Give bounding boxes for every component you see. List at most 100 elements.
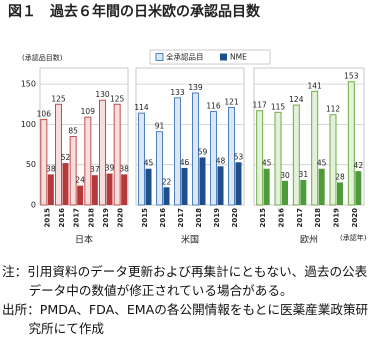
note: 注：引用資料のデータ更新および再集計にともない、過去の公表データ中の数値が修正さ… bbox=[2, 264, 368, 298]
x-tick-label: 2019 bbox=[102, 208, 110, 228]
data-label: 52 bbox=[61, 153, 71, 162]
bar bbox=[156, 131, 163, 206]
bar bbox=[311, 90, 319, 206]
y-tick-label: 50 bbox=[26, 160, 36, 169]
bar bbox=[47, 174, 54, 205]
x-tick-label: 2019 bbox=[213, 208, 221, 228]
notes: 注：引用資料のデータ更新および再集計にともない、過去の公表データ中の数値が修正さ… bbox=[2, 262, 374, 338]
x-tick-label: 2015 bbox=[141, 208, 149, 228]
bar bbox=[292, 104, 300, 206]
bar bbox=[113, 103, 121, 206]
data-label: 48 bbox=[216, 156, 226, 165]
data-label: 28 bbox=[335, 172, 345, 181]
bar bbox=[84, 116, 92, 206]
x-tick-label: 2015 bbox=[259, 208, 267, 228]
data-label: 141 bbox=[308, 81, 323, 90]
bar bbox=[300, 180, 307, 205]
data-label: 130 bbox=[95, 90, 110, 99]
panel-title: 欧州 bbox=[300, 234, 318, 246]
bar bbox=[62, 163, 69, 205]
bar bbox=[217, 166, 224, 205]
bar bbox=[121, 174, 128, 205]
bar bbox=[99, 99, 106, 206]
bar bbox=[347, 81, 355, 206]
data-label: 124 bbox=[289, 95, 304, 104]
bar bbox=[355, 171, 362, 205]
legend-frame bbox=[149, 49, 271, 65]
x-tick-label: 2020 bbox=[231, 208, 239, 228]
bar bbox=[274, 111, 282, 206]
data-label: 53 bbox=[234, 152, 244, 161]
x-tick-label: 2020 bbox=[351, 208, 359, 228]
y-axis-label: (承認品目数) bbox=[22, 53, 63, 62]
bar bbox=[192, 92, 199, 206]
data-label: 38 bbox=[119, 164, 129, 173]
bar bbox=[256, 110, 264, 206]
data-label: 121 bbox=[224, 97, 239, 106]
bar bbox=[210, 111, 217, 206]
bar bbox=[181, 167, 188, 205]
data-label: 45 bbox=[144, 159, 154, 168]
panel-title: 米国 bbox=[181, 234, 199, 246]
bar bbox=[40, 119, 48, 206]
legend-label: NME bbox=[230, 53, 247, 62]
data-label: 30 bbox=[280, 171, 290, 180]
data-label: 39 bbox=[105, 164, 115, 173]
data-label: 45 bbox=[317, 159, 327, 168]
data-label: 125 bbox=[51, 94, 66, 103]
bar bbox=[91, 175, 98, 205]
bar bbox=[77, 185, 84, 205]
data-label: 125 bbox=[110, 94, 125, 103]
x-tick-label: 2016 bbox=[278, 208, 286, 228]
data-label: 24 bbox=[75, 176, 85, 185]
legend-label: 全承認品目 bbox=[166, 52, 204, 62]
data-label: 116 bbox=[206, 102, 221, 111]
data-label: 45 bbox=[262, 159, 272, 168]
x-tick-label: 2017 bbox=[296, 208, 304, 228]
bar bbox=[145, 168, 152, 205]
legend-swatch bbox=[155, 53, 164, 61]
y-tick-label: 100 bbox=[21, 120, 36, 129]
x-tick-label: 2018 bbox=[314, 208, 322, 228]
y-tick-label: 150 bbox=[21, 80, 36, 89]
data-label: 153 bbox=[344, 72, 359, 81]
x-tick-label: 2018 bbox=[195, 208, 203, 228]
x-tick-label: 2015 bbox=[43, 208, 51, 228]
x-tick-label: 2016 bbox=[58, 208, 66, 228]
bar bbox=[235, 162, 242, 205]
data-label: 139 bbox=[188, 83, 203, 92]
data-label: 115 bbox=[271, 102, 286, 111]
bar bbox=[282, 180, 288, 205]
legend-swatch bbox=[220, 53, 227, 61]
data-label: 37 bbox=[90, 165, 100, 174]
panel-title: 日本 bbox=[75, 234, 93, 246]
chart: 図１ 過去６年間の日米欧の承認品目数 (承認品目数) (承認年) 0501001… bbox=[8, 3, 367, 246]
bar bbox=[337, 182, 343, 205]
bar bbox=[106, 173, 113, 205]
data-label: 106 bbox=[37, 110, 52, 119]
x-tick-label: 2017 bbox=[177, 208, 185, 228]
data-label: 91 bbox=[155, 122, 165, 131]
bar bbox=[199, 157, 206, 205]
y-tick-label: 0 bbox=[31, 201, 36, 210]
data-label: 85 bbox=[68, 127, 78, 136]
data-label: 112 bbox=[326, 105, 341, 114]
data-label: 38 bbox=[46, 164, 56, 173]
data-label: 31 bbox=[299, 170, 309, 179]
x-tick-label: 2017 bbox=[73, 208, 81, 228]
bar bbox=[174, 97, 181, 206]
x-tick-label: 2020 bbox=[117, 208, 125, 228]
chart-title: 図１ 過去６年間の日米欧の承認品目数 bbox=[8, 3, 261, 20]
bar bbox=[228, 106, 235, 206]
bar bbox=[138, 112, 145, 206]
data-label: 59 bbox=[198, 147, 208, 156]
note: 出所：PMDA、FDA、EMAの各公開情報をもとに医薬産業政策研究所にて作成 bbox=[2, 302, 369, 336]
x-tick-label: 2018 bbox=[87, 208, 95, 228]
x-tick-label: 2019 bbox=[333, 208, 341, 228]
bar bbox=[163, 187, 170, 205]
data-label: 117 bbox=[253, 101, 268, 110]
data-label: 114 bbox=[134, 103, 149, 112]
bar bbox=[55, 103, 62, 206]
data-label: 109 bbox=[81, 107, 96, 116]
